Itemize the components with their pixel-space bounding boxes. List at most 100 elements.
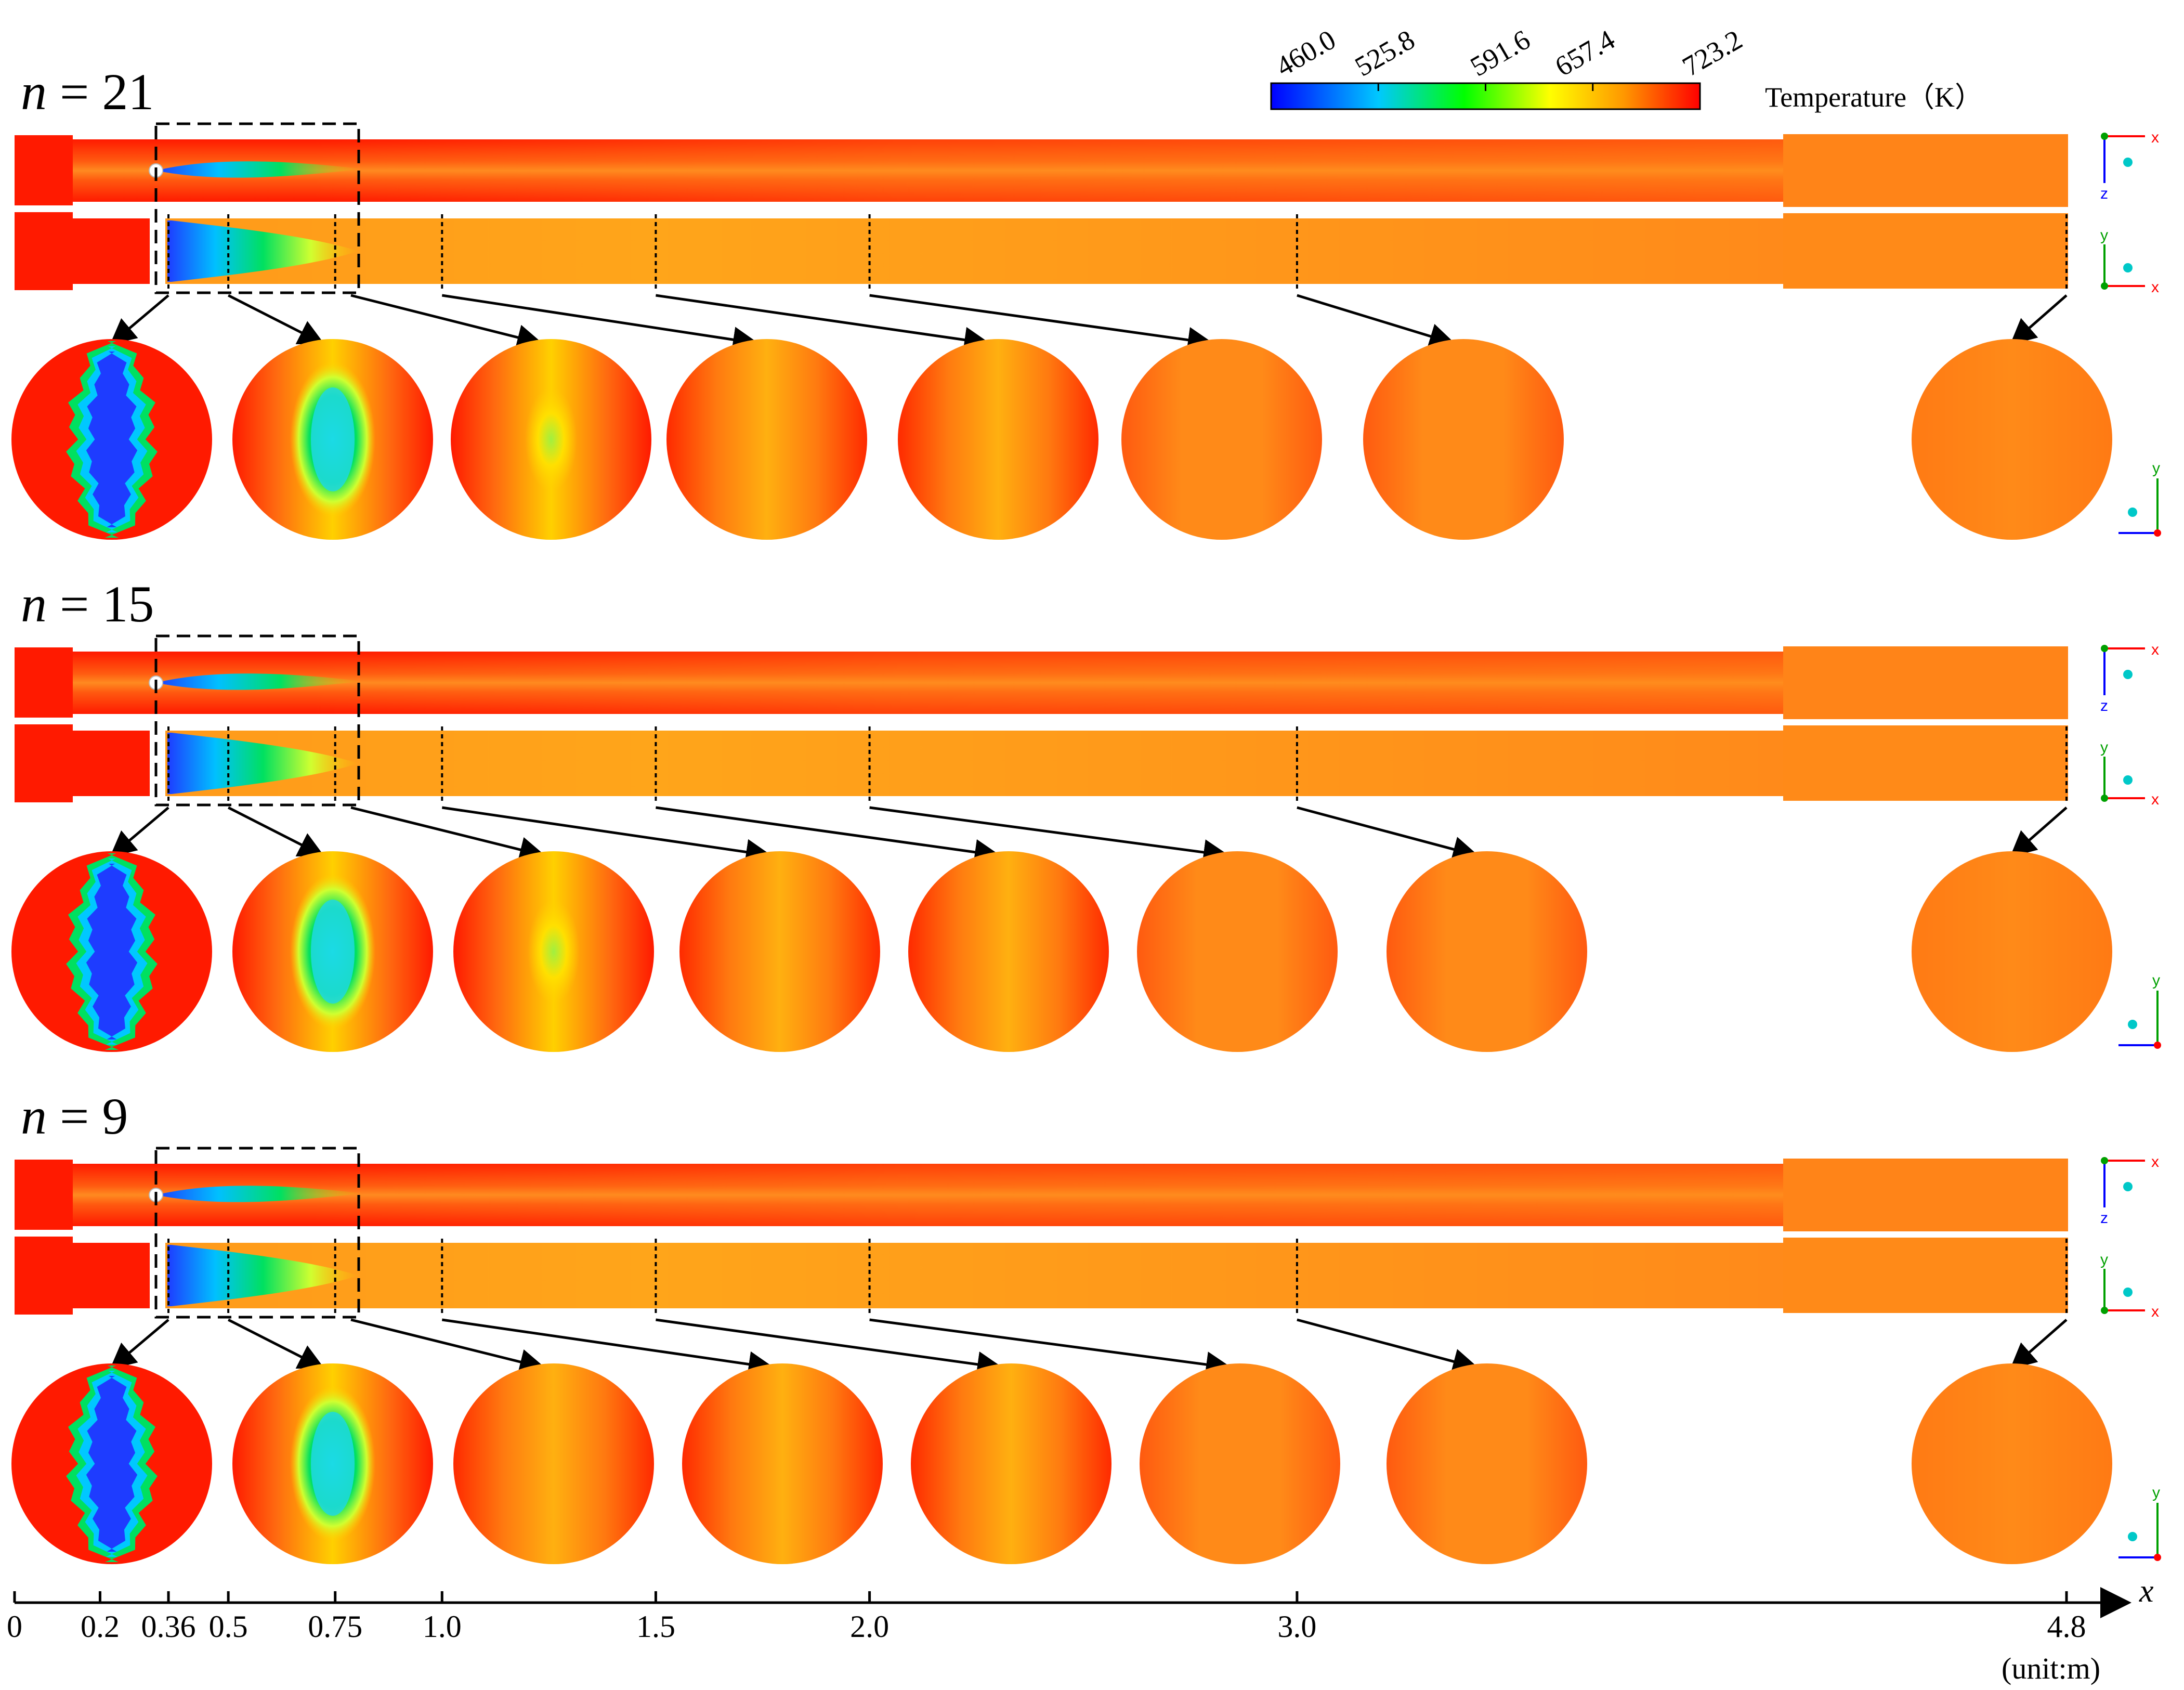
triad-origin-dot	[2128, 1532, 2137, 1541]
triad-origin-dot	[2128, 1020, 2137, 1029]
side-view-jet	[167, 1245, 359, 1306]
section-arrow	[228, 1318, 325, 1369]
panel-n-label: n = 21	[21, 63, 154, 121]
colorbar: 460.0 525.8 591.6 657.4 723.2 Temperatur…	[1270, 24, 1983, 113]
disc-band	[908, 851, 1109, 1052]
cross-section-disc	[232, 1363, 433, 1564]
triad-node	[2101, 1157, 2108, 1164]
colorbar-tick-label: 591.6	[1465, 24, 1535, 83]
triad-top-view: xz	[2100, 129, 2159, 202]
section-arrow	[656, 1318, 1003, 1377]
section-arrow	[110, 1319, 169, 1370]
disc-uniform	[1912, 851, 2112, 1052]
triad-x-label: x	[2151, 1303, 2159, 1320]
section-arrow	[350, 1318, 546, 1375]
cross-section-disc	[1387, 851, 1587, 1052]
side-view-jet	[167, 733, 359, 794]
cross-section-disc	[1363, 339, 1564, 540]
disc-uniform	[1137, 851, 1338, 1052]
section-arrow	[2010, 1319, 2068, 1370]
disc-band	[666, 339, 867, 540]
colorbar-tick-label: 460.0	[1271, 24, 1341, 83]
cross-section-disc	[1387, 1363, 1587, 1564]
triad-top-view: xz	[2100, 641, 2159, 714]
inlet-block	[15, 135, 73, 205]
triad-side-view: xy	[2100, 1251, 2159, 1320]
disc-blue-core	[86, 352, 138, 527]
top-view-fade	[312, 139, 1783, 202]
outlet-section	[1783, 134, 2068, 207]
section-arrow	[110, 294, 169, 345]
disc-warm-core	[528, 900, 580, 1004]
colorbar-tick-label: 723.2	[1677, 24, 1747, 83]
triad-second-label: z	[2100, 1210, 2108, 1227]
section-arrow	[2010, 294, 2068, 345]
triad-x-label: x	[2151, 641, 2159, 658]
triad-origin-dot	[2123, 1288, 2133, 1297]
side-view-pipe	[165, 218, 1783, 284]
triad-origin-dot	[2123, 775, 2133, 785]
section-arrow	[2010, 807, 2068, 857]
triad-node	[2101, 282, 2108, 290]
disc-uniform	[1363, 339, 1564, 540]
cross-section-disc	[11, 851, 212, 1052]
triad-origin-dot	[2123, 158, 2133, 167]
x-axis-ticks: 0 0.2 0.36 0.5 0.75 1.0 1.5 2.0 3.0 4.8	[7, 1591, 2086, 1644]
triad-second-label: z	[2100, 185, 2108, 202]
top-view-jet	[156, 673, 364, 690]
top-view-tube	[15, 1159, 2068, 1231]
section-arrow	[441, 1318, 775, 1377]
section-arrow	[1297, 1318, 1479, 1374]
top-view-tube	[15, 646, 2068, 719]
cross-section-disc	[911, 1363, 1111, 1564]
outlet-section-side	[1783, 1238, 2068, 1313]
cross-section-disc	[232, 339, 433, 540]
cross-section-disc	[11, 1363, 212, 1564]
triad-node	[2101, 133, 2108, 140]
cross-section-disc	[1140, 1363, 1340, 1564]
disc-band	[679, 851, 880, 1052]
disc-cold-core	[311, 1412, 355, 1516]
section-arrow	[869, 294, 1214, 353]
panel-n-value: = 9	[47, 1087, 128, 1145]
triad-top-view: xz	[2100, 1153, 2159, 1227]
panel-n-value: = 21	[47, 63, 154, 121]
x-axis: 0 0.2 0.36 0.5 0.75 1.0 1.5 2.0 3.0 4.8 x (unit:m…	[7, 1574, 2154, 1685]
triad-origin-dot	[2123, 263, 2133, 272]
disc-uniform	[1912, 1363, 2112, 1564]
cross-section-disc	[1912, 339, 2112, 540]
triad-origin-dot	[2123, 670, 2133, 679]
x-axis-unit: (unit:m)	[2002, 1652, 2100, 1685]
cross-section-disc	[666, 339, 867, 540]
triad-second-label: y	[2100, 227, 2108, 244]
disc-blue-core	[86, 1376, 138, 1552]
cross-section-disc	[898, 339, 1098, 540]
x-axis-tick-label: 3.0	[1277, 1609, 1316, 1644]
colorbar-title: Temperature（K）	[1765, 82, 1983, 113]
cross-section-disc	[1912, 851, 2112, 1052]
panel-n-label: n = 9	[21, 1087, 128, 1145]
section-arrow	[1297, 806, 1479, 862]
triad-section-view: y	[2118, 460, 2161, 537]
disc-uniform	[1387, 851, 1587, 1052]
triad-section-view: y	[2118, 1484, 2161, 1561]
outlet-section-side	[1783, 725, 2068, 801]
section-arrow	[1297, 294, 1456, 349]
section-arrow	[110, 807, 169, 857]
inlet-block-side	[15, 1237, 73, 1315]
top-view-fade	[312, 1164, 1783, 1226]
cross-section-disc	[232, 851, 433, 1052]
colorbar-tick-label: 525.8	[1350, 24, 1420, 83]
triad-y-label: y	[2152, 972, 2160, 989]
side-view-jet	[167, 220, 359, 282]
triad-node	[2101, 645, 2108, 652]
section-arrow	[441, 806, 772, 865]
triad-node	[2154, 1554, 2161, 1561]
disc-uniform	[1121, 339, 1322, 540]
top-view-jet	[156, 1186, 364, 1202]
triad-side-view: xy	[2100, 227, 2159, 296]
outlet-section-side	[1783, 213, 2068, 289]
